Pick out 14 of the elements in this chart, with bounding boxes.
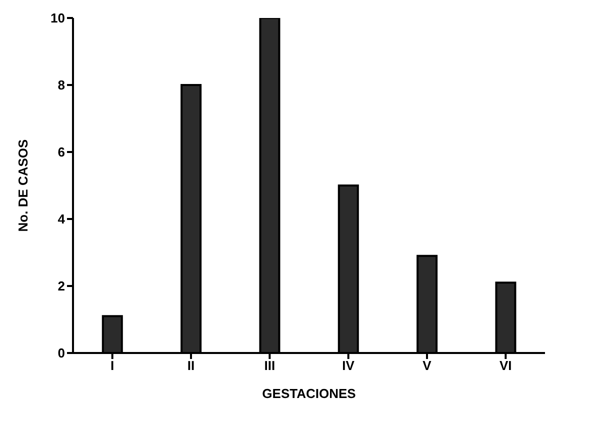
x-tick-label: IV bbox=[342, 358, 355, 374]
x-tick-label: V bbox=[422, 358, 432, 374]
y-axis-title: No. DE CASOS bbox=[16, 138, 31, 232]
y-tick-label: 6 bbox=[58, 144, 65, 160]
x-tick-label: I bbox=[110, 358, 114, 374]
y-tick-label: 10 bbox=[50, 10, 65, 26]
y-tick-label: 8 bbox=[58, 78, 65, 93]
y-tick-label: 0 bbox=[58, 346, 65, 361]
x-axis-title: GESTACIONES bbox=[262, 386, 356, 401]
x-tick-label: VI bbox=[500, 358, 512, 374]
y-tick-label: 4 bbox=[58, 212, 66, 227]
x-tick-label: III bbox=[264, 358, 276, 374]
y-tick-label: 2 bbox=[58, 278, 65, 294]
x-tick-label: II bbox=[187, 358, 195, 374]
